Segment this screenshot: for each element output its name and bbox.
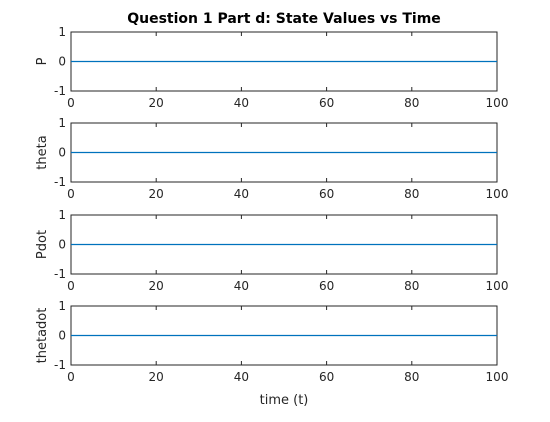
subplot-1-ytick-label: -1 bbox=[54, 84, 66, 98]
subplot-4-xtick-label: 0 bbox=[67, 370, 75, 384]
subplot-4-ytick-label: -1 bbox=[54, 358, 66, 372]
subplot-2-ytick-label: -1 bbox=[54, 175, 66, 189]
subplot-3-xtick-label: 80 bbox=[404, 279, 419, 293]
subplot-2-xtick-label: 100 bbox=[486, 187, 509, 201]
subplot-3-ytick-label: 0 bbox=[58, 238, 66, 252]
subplot-3-ytick-label: 1 bbox=[58, 208, 66, 222]
subplot-2-xtick-label: 20 bbox=[149, 187, 164, 201]
subplot-4-xtick-label: 80 bbox=[404, 370, 419, 384]
subplot-2-xtick-label: 60 bbox=[319, 187, 334, 201]
subplot-3-ylabel: Pdot bbox=[35, 230, 50, 259]
subplot-2-xtick-label: 40 bbox=[234, 187, 249, 201]
subplot-4-xtick-label: 40 bbox=[234, 370, 249, 384]
subplot-1-ytick-label: 0 bbox=[58, 55, 66, 69]
subplot-3-xtick-label: 40 bbox=[234, 279, 249, 293]
subplot-4-xtick-label: 100 bbox=[486, 370, 509, 384]
subplot-1-xtick-label: 100 bbox=[486, 96, 509, 110]
subplot-4-xtick-label: 20 bbox=[149, 370, 164, 384]
subplot-1-xtick-label: 0 bbox=[67, 96, 75, 110]
subplot-2-xtick-label: 80 bbox=[404, 187, 419, 201]
subplot-2-ytick-label: 0 bbox=[58, 146, 66, 160]
subplot-1-xtick-label: 80 bbox=[404, 96, 419, 110]
subplot-2-ylabel: theta bbox=[35, 135, 50, 169]
subplot-3-xtick-label: 0 bbox=[67, 279, 75, 293]
chart-title: Question 1 Part d: State Values vs Time bbox=[127, 11, 441, 27]
subplot-3-xtick-label: 20 bbox=[149, 279, 164, 293]
subplot-1-xtick-label: 40 bbox=[234, 96, 249, 110]
subplot-3-ytick-label: -1 bbox=[54, 267, 66, 281]
x-axis-label: time (t) bbox=[260, 393, 309, 408]
subplot-1-xtick-label: 20 bbox=[149, 96, 164, 110]
subplot-3-xtick-label: 100 bbox=[486, 279, 509, 293]
subplot-2-ytick-label: 1 bbox=[58, 116, 66, 130]
subplot-2-xtick-label: 0 bbox=[67, 187, 75, 201]
subplot-4-ytick-label: 0 bbox=[58, 329, 66, 343]
subplot-1-xtick-label: 60 bbox=[319, 96, 334, 110]
subplot-4-ylabel: thetadot bbox=[35, 308, 50, 364]
subplot-4-ytick-label: 1 bbox=[58, 299, 66, 313]
subplot-1-ylabel: P bbox=[35, 57, 50, 65]
subplot-1-ytick-label: 1 bbox=[58, 25, 66, 39]
subplot-4-xtick-label: 60 bbox=[319, 370, 334, 384]
subplot-3-xtick-label: 60 bbox=[319, 279, 334, 293]
